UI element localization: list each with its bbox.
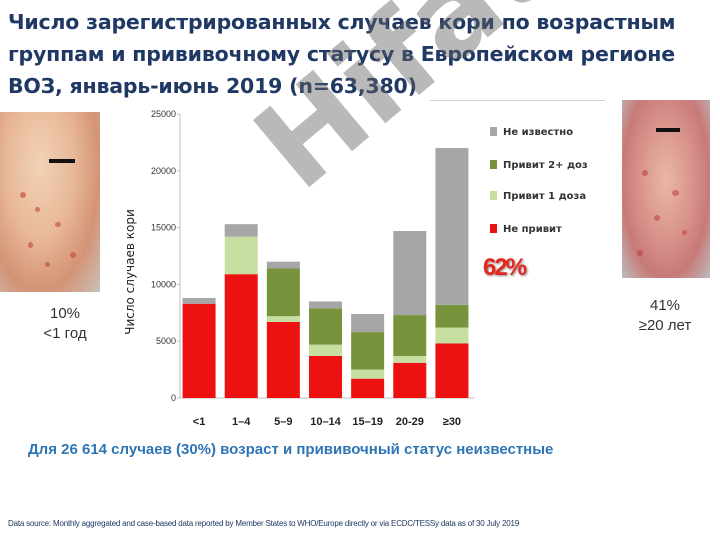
bar-segment	[266, 321, 300, 398]
bar-segment	[393, 362, 427, 398]
child-measles-photo	[0, 112, 100, 292]
left-age-label: 10% <1 год	[30, 304, 100, 344]
bar-segment	[266, 261, 300, 269]
right-age-pct: 41%	[649, 297, 681, 314]
y-tick-label: 10000	[151, 279, 176, 289]
legend-swatch	[490, 127, 497, 136]
bar-segment	[351, 378, 385, 398]
bar-segment	[309, 344, 342, 356]
title-divider	[430, 100, 605, 101]
legend-label: Не привит	[503, 224, 562, 235]
legend-item-1-dose: Привит 1 доза	[490, 191, 586, 202]
bar-segment	[393, 315, 427, 356]
legend-item-2plus-doses: Привит 2+ доз	[490, 160, 588, 171]
x-tick-label: ≥30	[443, 416, 461, 428]
legend-item-unvaccinated: Не привит	[490, 224, 562, 235]
bar-segment	[309, 355, 342, 398]
x-tick-label: 20-29	[396, 416, 424, 428]
unvaccinated-share-highlight: 62%	[483, 254, 527, 281]
bar-segment	[351, 313, 385, 333]
bar-segment	[309, 301, 342, 309]
bar-segment	[266, 316, 300, 322]
eye-censor-bar	[49, 159, 75, 163]
bar-segment	[435, 148, 469, 305]
bar-segment	[393, 355, 427, 363]
y-tick-label: 20000	[151, 166, 176, 176]
x-tick-label: 5–9	[274, 416, 292, 428]
bar-segment	[224, 274, 258, 398]
bar-segment	[351, 369, 385, 379]
eye-censor-bar	[656, 128, 680, 132]
bar-segment	[182, 298, 216, 304]
y-tick-label: 25000	[151, 109, 176, 119]
y-tick-label: 15000	[151, 223, 176, 233]
bar-segment	[224, 236, 258, 275]
legend-swatch	[490, 191, 497, 200]
x-tick-label: <1	[193, 416, 206, 428]
x-tick-label: 10–14	[310, 416, 341, 428]
x-tick-label: 1–4	[232, 416, 251, 428]
adult-measles-photo	[622, 100, 710, 278]
bar-segment	[309, 308, 342, 345]
right-age-group: ≥20 лет	[638, 317, 692, 334]
data-source-footnote: Data source: Monthly aggregated and case…	[8, 519, 519, 528]
measles-bar-chart: 0 5000 10000 15000 20000 25000 Число случаев к…	[123, 109, 475, 428]
y-tick-label: 5000	[156, 336, 176, 346]
legend-label: Привит 1 доза	[503, 191, 587, 202]
x-tick-label: 15–19	[352, 416, 383, 428]
bar-segment	[435, 343, 469, 398]
slide-title: Число зарегистрированных случаев кори по…	[8, 10, 676, 98]
unknown-status-note: Для 26 614 случаев (30%) возраст и приви…	[28, 441, 554, 458]
bar-segment	[435, 304, 469, 328]
bar-segment	[393, 231, 427, 316]
bar-segment	[224, 224, 258, 237]
legend-item-unknown: Не известно	[490, 127, 573, 138]
left-age-pct: 10%	[49, 305, 81, 322]
legend-swatch	[490, 160, 497, 169]
bar-segment	[435, 327, 469, 344]
right-age-label: 41% ≥20 лет	[620, 296, 710, 336]
y-tick-label: 0	[171, 393, 176, 403]
legend-label: Привит 2+ доз	[503, 160, 588, 171]
y-axis-label: Число случаев кори	[123, 209, 137, 335]
bar-segment	[266, 268, 300, 317]
bar-segment	[182, 303, 216, 398]
legend-label: Не известно	[503, 127, 574, 138]
legend-swatch	[490, 224, 497, 233]
left-age-group: <1 год	[43, 325, 87, 342]
bar-segment	[351, 332, 385, 370]
